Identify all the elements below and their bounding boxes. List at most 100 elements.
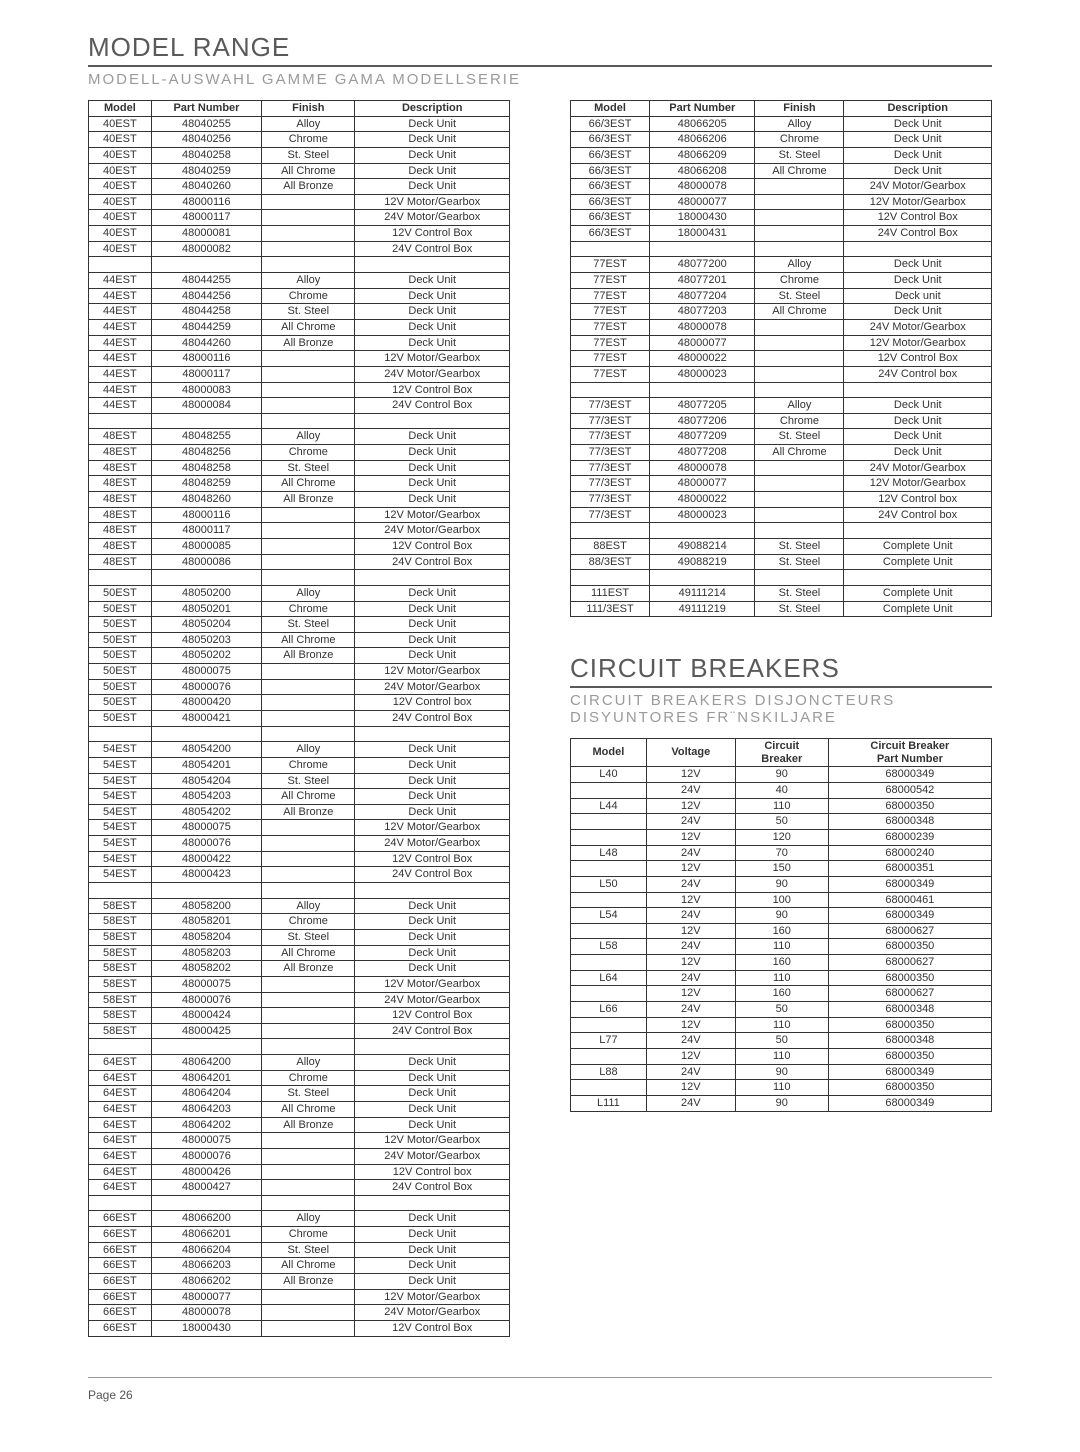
table-cell: 44EST [89,304,152,320]
table-cell: St. Steel [755,601,844,617]
table-cell: 44EST [89,351,152,367]
table-cell [262,523,355,539]
table-cell: 48066206 [650,132,755,148]
table-row: 66EST48066202All BronzeDeck Unit [89,1274,510,1290]
table-cell: 44EST [89,273,152,289]
table-cell: 68000350 [828,1048,991,1064]
table-cell: Deck Unit [844,445,992,461]
table-spacer [571,523,992,539]
table-cell: 48000077 [650,194,755,210]
table-cell: All Chrome [262,319,355,335]
table-row: 111EST49111214St. SteelComplete Unit [571,585,992,601]
table-cell [262,1148,355,1164]
table-cell: Deck Unit [355,617,510,633]
table-cell: St. Steel [755,147,844,163]
table-cell [571,955,647,971]
table-row: 58EST48058201ChromeDeck Unit [89,914,510,930]
table-row: 12V11068000350 [571,1080,992,1096]
table-cell: Deck Unit [355,742,510,758]
table-row: 12V12068000239 [571,829,992,845]
table-cell: Chrome [262,445,355,461]
table-cell [262,398,355,414]
table-cell [571,861,647,877]
table-cell [262,992,355,1008]
table-header: Voltage [646,739,735,767]
table-cell: St. Steel [262,929,355,945]
table-cell: 48000022 [650,351,755,367]
table-cell: Deck Unit [355,335,510,351]
table-cell: All Chrome [262,1102,355,1118]
table-cell: Alloy [262,429,355,445]
table-cell: All Bronze [262,492,355,508]
table-cell [755,335,844,351]
table-cell: Deck Unit [355,1274,510,1290]
table-cell: 48066203 [151,1258,261,1274]
table-cell: Chrome [262,1227,355,1243]
table-cell: 68000349 [828,1095,991,1111]
table-row: 40EST48040256ChromeDeck Unit [89,132,510,148]
table-row: 111/3EST49111219St. SteelComplete Unit [571,601,992,617]
table-cell [262,976,355,992]
table-cell: L48 [571,845,647,861]
model-range-subtitle: MODELL-AUSWAHL GAMME GAMA MODELLSERIE [88,71,992,88]
table-cell [755,351,844,367]
table-cell: 40 [735,783,828,799]
table-cell: 12V [646,798,735,814]
table-cell: 12V [646,861,735,877]
table-row: 58EST48058203All ChromeDeck Unit [89,945,510,961]
table-cell: L58 [571,939,647,955]
table-cell: 24V Motor/Gearbox [355,210,510,226]
table-cell: 24V Motor/Gearbox [355,1305,510,1321]
table-cell: 50 [735,814,828,830]
table-row: 44EST48044259All ChromeDeck Unit [89,319,510,335]
table-cell: 48000078 [151,1305,261,1321]
table-cell: 40EST [89,194,152,210]
table-cell: Complete Unit [844,585,992,601]
table-cell [262,241,355,257]
table-cell: L64 [571,970,647,986]
table-cell: 48040255 [151,116,261,132]
table-cell: Alloy [755,257,844,273]
table-cell: 12V Motor/Gearbox [355,194,510,210]
table-row: 77EST48077204St. SteelDeck unit [571,288,992,304]
table-cell: Deck Unit [355,585,510,601]
table-row: 50EST48050201ChromeDeck Unit [89,601,510,617]
table-row: 66EST1800043012V Control Box [89,1320,510,1336]
circuit-breakers-subtitle: CIRCUIT BREAKERS DISJONCTEURS DISYUNTORE… [570,692,992,726]
table-row: L5424V9068000349 [571,908,992,924]
table-cell: Alloy [262,585,355,601]
table-cell: 48000077 [650,335,755,351]
table-cell: 48000075 [151,976,261,992]
table-cell: 48044255 [151,273,261,289]
table-cell: 48EST [89,523,152,539]
table-spacer [89,1039,510,1055]
table-cell: 77/3EST [571,398,650,414]
table-cell: Complete Unit [844,554,992,570]
table-row: 64EST48064201ChromeDeck Unit [89,1070,510,1086]
table-cell: 12V Control Box [355,1320,510,1336]
table-cell [755,366,844,382]
table-cell: 40EST [89,116,152,132]
table-cell: 12V Control box [844,492,992,508]
table-cell: Deck Unit [355,1086,510,1102]
table-cell: 48066208 [650,163,755,179]
table-cell: 50EST [89,664,152,680]
table-spacer [89,726,510,742]
table-cell: 48064204 [151,1086,261,1102]
table-cell [262,554,355,570]
table-cell: 12V Motor/Gearbox [844,476,992,492]
table-cell [262,836,355,852]
table-row: 77EST4800007712V Motor/Gearbox [571,335,992,351]
table-cell: 66/3EST [571,210,650,226]
table-cell: 54EST [89,804,152,820]
table-cell [755,226,844,242]
table-cell [755,210,844,226]
table-cell: 48050201 [151,601,261,617]
table-cell: 68000350 [828,939,991,955]
table-cell: 48000424 [151,1008,261,1024]
table-row: 66/3EST1800043012V Control Box [571,210,992,226]
table-row: 64EST4800042724V Control Box [89,1180,510,1196]
table-cell [571,892,647,908]
table-row: L11124V9068000349 [571,1095,992,1111]
table-cell: L40 [571,767,647,783]
